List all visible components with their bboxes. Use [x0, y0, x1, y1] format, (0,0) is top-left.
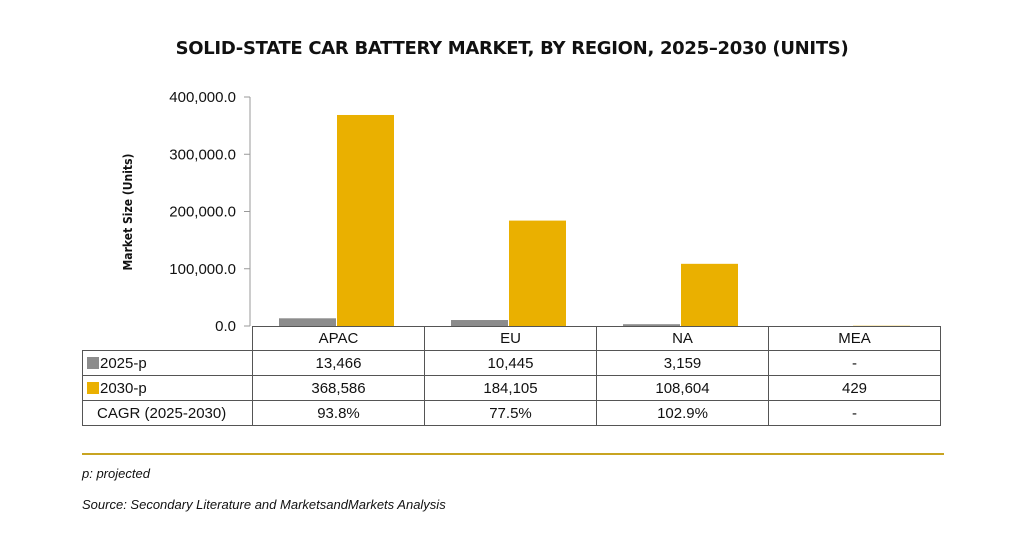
category-label: MEA [768, 326, 941, 351]
bar-eu-2025-p [451, 320, 508, 326]
category-label: APAC [252, 326, 425, 351]
table-cell: 77.5% [424, 400, 597, 426]
table-cell: 3,159 [596, 350, 769, 376]
table-cell: 184,105 [424, 375, 597, 401]
table-row-cagr: CAGR (2025-2030) 93.8% 77.5% 102.9% - [82, 400, 941, 426]
bar-eu-2030-p [509, 220, 566, 326]
projected-note: p: projected [82, 466, 150, 481]
table-cell: 93.8% [252, 400, 425, 426]
cagr-label: CAGR (2025-2030) [82, 400, 253, 426]
legend-swatch-2025 [87, 356, 99, 369]
divider-rule [82, 453, 944, 455]
table-cell: - [768, 350, 941, 376]
y-tick-label: 200,000.0 [169, 204, 236, 221]
legend-swatch-2030 [87, 381, 99, 394]
table-cell: 108,604 [596, 375, 769, 401]
legend-entry-2025: 2025-p [82, 350, 253, 376]
table-cell: 102.9% [596, 400, 769, 426]
bar-na-2030-p [681, 263, 738, 326]
legend-label: 2025-p [100, 354, 147, 372]
table-cell: 13,466 [252, 350, 425, 376]
bar-apac-2030-p [337, 114, 394, 326]
category-label: NA [596, 326, 769, 351]
y-tick-label: 400,000.0 [169, 89, 236, 106]
bar-apac-2025-p [279, 318, 336, 326]
source-note: Source: Secondary Literature and Markets… [82, 497, 446, 512]
table-header-row: APAC EU NA MEA [82, 326, 941, 351]
table-cell: - [768, 400, 941, 426]
table-cell: 10,445 [424, 350, 597, 376]
y-tick-label: 300,000.0 [169, 146, 236, 163]
bars [279, 114, 910, 326]
legend-label: 2030-p [100, 379, 147, 397]
chart-title: SOLID-STATE CAR BATTERY MARKET, BY REGIO… [175, 38, 849, 59]
legend-entry-2030: 2030-p [82, 375, 253, 401]
category-label: EU [424, 326, 597, 351]
table-row-2030: 2030-p 368,586 184,105 108,604 429 [82, 375, 941, 401]
table-row-2025: 2025-p 13,466 10,445 3,159 - [82, 350, 941, 376]
bar-na-2025-p [623, 324, 680, 326]
data-table: APAC EU NA MEA 2025-p 13,466 10,445 3,15… [82, 326, 941, 426]
table-cell: 429 [768, 375, 941, 401]
table-cell: 368,586 [252, 375, 425, 401]
table-corner [82, 326, 253, 351]
y-tick-label: 100,000.0 [169, 261, 236, 278]
